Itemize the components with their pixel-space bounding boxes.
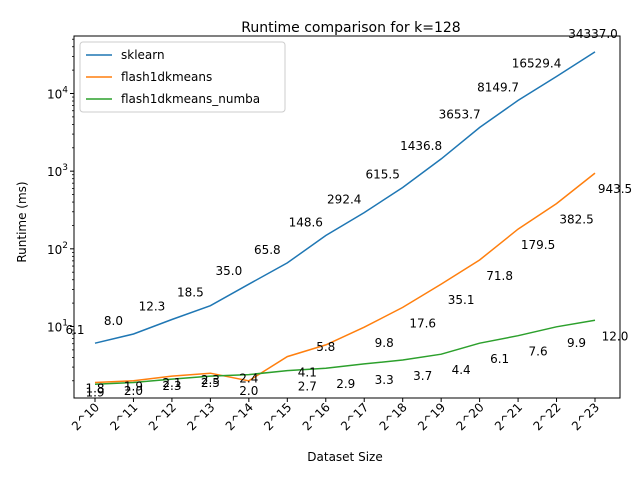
data-label: 2.7 <box>298 380 317 394</box>
series-line-flash1dkmeans <box>94 172 596 384</box>
data-label: 943.5 <box>598 182 632 196</box>
data-label: 12.0 <box>602 329 629 343</box>
x-tick-label: 2^11 <box>107 400 140 433</box>
data-label: 2.3 <box>162 379 181 393</box>
legend-label-flash1dkmeans: flash1dkmeans <box>121 70 212 84</box>
data-label: 382.5 <box>559 213 593 227</box>
x-tick-label: 2^22 <box>530 400 563 433</box>
x-axis-label: Dataset Size <box>307 450 382 464</box>
data-label: 17.6 <box>409 316 436 330</box>
data-label: 2.4 <box>239 372 258 386</box>
data-label: 2.1 <box>162 376 181 390</box>
data-label: 6.1 <box>65 323 84 337</box>
x-tick-label: 2^23 <box>569 400 602 433</box>
x-tick-label: 2^18 <box>377 400 410 433</box>
data-label: 8.0 <box>104 314 123 328</box>
data-label: 35.1 <box>448 293 475 307</box>
legend-label-sklearn: sklearn <box>121 48 165 62</box>
y-axis-label: Runtime (ms) <box>15 181 29 262</box>
data-label: 1436.8 <box>400 139 442 153</box>
data-label: 179.5 <box>521 238 555 252</box>
data-label: 5.8 <box>316 340 335 354</box>
data-label: 9.8 <box>375 336 394 350</box>
y-tick-label: 102 <box>47 241 68 257</box>
x-tick-label: 2^19 <box>415 400 448 433</box>
y-tick-label: 103 <box>47 163 68 179</box>
data-label: 7.6 <box>529 345 548 359</box>
x-tick-label: 2^14 <box>223 400 256 433</box>
data-label: 12.3 <box>139 300 166 314</box>
x-tick-label: 2^17 <box>338 400 371 433</box>
data-label: 71.8 <box>486 269 513 283</box>
x-tick-label: 2^20 <box>454 400 487 433</box>
data-label: 1.9 <box>85 386 104 400</box>
legend: sklearn flash1dkmeans flash1dkmeans_numba <box>79 41 286 113</box>
data-label: 3653.7 <box>439 107 481 121</box>
data-label: 2.0 <box>239 384 258 398</box>
data-label: 6.1 <box>490 352 509 366</box>
data-label: 4.4 <box>452 363 471 377</box>
data-label: 3.3 <box>375 373 394 387</box>
chart-title: Runtime comparison for k=128 <box>241 20 460 36</box>
y-tick-label: 101 <box>47 318 68 334</box>
plot-frame <box>73 35 621 399</box>
data-label: 615.5 <box>366 168 400 182</box>
series-line-flash1dkmeans_numba <box>94 319 596 386</box>
x-tick-label: 2^21 <box>492 400 525 433</box>
data-label: 1.8 <box>85 381 104 395</box>
data-label: 1.9 <box>124 380 143 394</box>
data-label: 292.4 <box>327 193 361 207</box>
data-label: 18.5 <box>177 286 204 300</box>
x-tick-label: 2^10 <box>69 400 102 433</box>
x-tick-label: 2^12 <box>146 400 179 433</box>
data-label: 35.0 <box>215 264 242 278</box>
data-label: 9.9 <box>567 336 586 350</box>
x-tick-label: 2^15 <box>261 400 294 433</box>
data-labels: 6.1 8.0 12.3 18.5 35.0 65.8 148.6 292.4 615.5 143… <box>65 27 632 400</box>
data-label: 3.7 <box>413 369 432 383</box>
legend-box <box>79 41 286 113</box>
data-label: 2.0 <box>124 384 143 398</box>
series-line-sklearn <box>94 51 596 344</box>
data-label: 34337.0 <box>568 27 618 41</box>
data-label: 16529.4 <box>512 57 562 71</box>
data-label: 2.5 <box>201 376 220 390</box>
x-tick-label: 2^16 <box>300 400 333 433</box>
data-label: 4.1 <box>298 366 317 380</box>
data-label: 65.8 <box>254 243 281 257</box>
x-tick-label: 2^13 <box>184 400 217 433</box>
series-lines <box>94 51 596 386</box>
legend-label-flash1dkmeans_numba: flash1dkmeans_numba <box>121 92 260 106</box>
data-label: 148.6 <box>289 215 323 229</box>
y-tick-label: 104 <box>47 85 68 101</box>
data-label: 2.9 <box>336 377 355 391</box>
data-label: 2.3 <box>201 373 220 387</box>
data-label: 8149.7 <box>477 80 519 94</box>
